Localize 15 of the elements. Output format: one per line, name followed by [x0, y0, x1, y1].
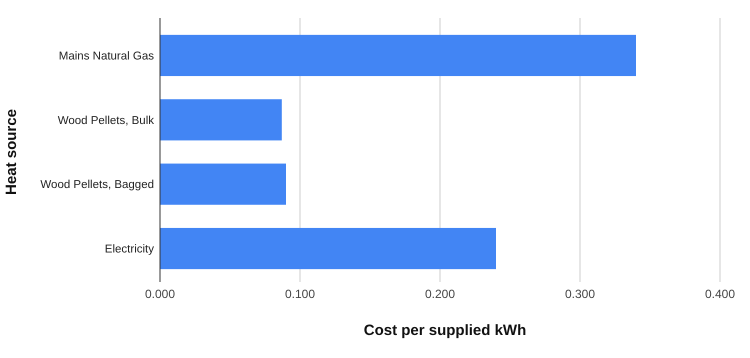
- y-tick-label: Mains Natural Gas: [58, 50, 154, 62]
- bar: [160, 99, 282, 140]
- x-tick-label: 0.100: [284, 287, 316, 301]
- y-tick-label: Wood Pellets, Bulk: [58, 114, 154, 127]
- bar: [160, 228, 496, 270]
- y-axis-title: Heat source: [3, 109, 20, 195]
- x-axis-title: Cost per supplied kWh: [364, 322, 526, 339]
- x-tick-label: 0.300: [564, 287, 596, 301]
- bar: [160, 34, 636, 76]
- x-tick-label: 0.400: [704, 287, 736, 301]
- y-tick-label: Electricity: [104, 244, 154, 256]
- x-tick-label: 0.000: [144, 287, 176, 301]
- x-tick-label: 0.200: [424, 287, 456, 301]
- y-tick-label: Wood Pellets, Bagged: [40, 179, 154, 192]
- bar: [160, 164, 286, 205]
